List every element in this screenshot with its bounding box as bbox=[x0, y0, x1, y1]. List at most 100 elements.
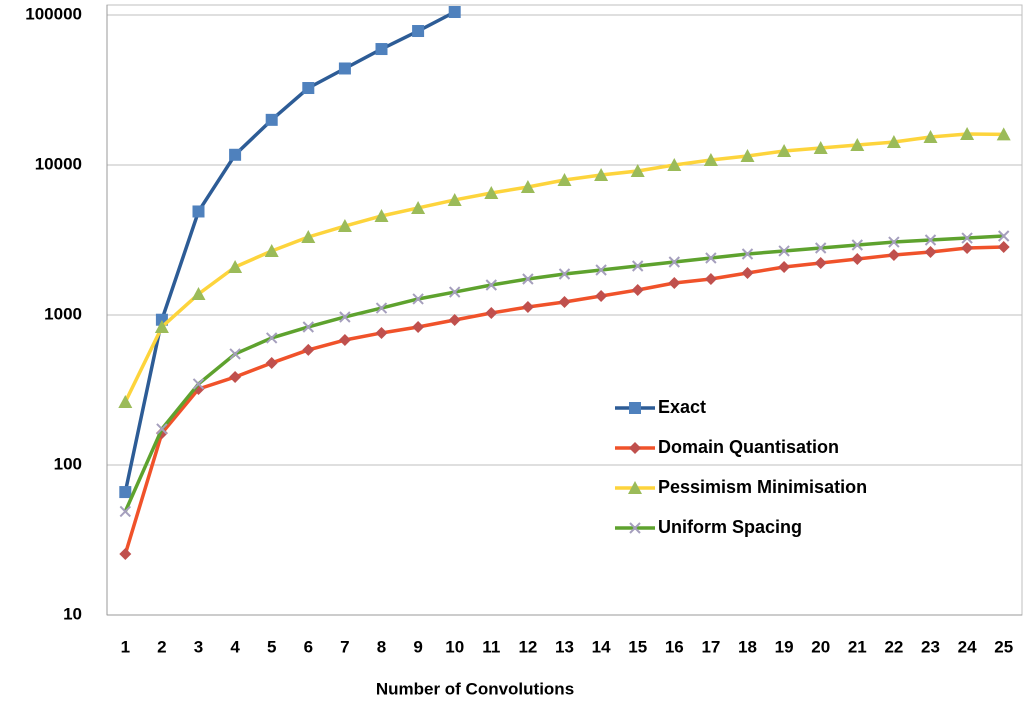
data-point bbox=[228, 260, 243, 274]
data-point bbox=[888, 236, 900, 248]
data-point bbox=[229, 148, 242, 161]
data-point bbox=[339, 311, 351, 323]
x-axis-title: Number of Convolutions bbox=[376, 679, 574, 698]
data-point bbox=[337, 219, 352, 233]
legend-label: Exact bbox=[658, 397, 706, 417]
data-point bbox=[778, 245, 790, 257]
x-tick-label: 22 bbox=[884, 637, 903, 656]
data-point bbox=[265, 356, 278, 369]
data-point bbox=[264, 243, 279, 257]
x-tick-label: 18 bbox=[738, 637, 757, 656]
x-tick-label: 19 bbox=[775, 637, 794, 656]
data-point bbox=[118, 395, 133, 409]
data-point bbox=[595, 289, 608, 302]
data-point bbox=[412, 293, 424, 305]
data-point bbox=[813, 141, 828, 155]
data-point bbox=[996, 127, 1011, 141]
data-point bbox=[850, 137, 865, 151]
y-tick-label: 10000 bbox=[35, 154, 82, 173]
x-tick-label: 16 bbox=[665, 637, 684, 656]
data-point bbox=[192, 378, 205, 390]
data-point bbox=[448, 314, 461, 327]
data-point bbox=[703, 152, 718, 166]
data-point bbox=[997, 241, 1010, 254]
data-point bbox=[301, 230, 316, 244]
data-point bbox=[960, 126, 975, 140]
series-line bbox=[123, 10, 456, 493]
data-point bbox=[374, 208, 389, 222]
data-point bbox=[923, 129, 938, 143]
y-tick-label: 1000 bbox=[44, 304, 82, 323]
data-point bbox=[630, 164, 645, 178]
series-line bbox=[123, 234, 1004, 513]
data-point bbox=[485, 307, 498, 320]
data-point bbox=[997, 230, 1010, 242]
legend-marker bbox=[629, 402, 641, 414]
x-tick-label: 13 bbox=[555, 637, 574, 656]
x-tick-label: 24 bbox=[958, 637, 977, 656]
data-point bbox=[484, 186, 499, 200]
data-point bbox=[302, 343, 315, 356]
data-point bbox=[557, 173, 572, 187]
data-point bbox=[558, 268, 571, 280]
data-point bbox=[485, 279, 498, 291]
data-point bbox=[851, 239, 864, 251]
x-tick-label: 14 bbox=[592, 637, 611, 656]
data-point bbox=[887, 248, 900, 261]
legend-label: Domain Quantisation bbox=[658, 437, 839, 457]
data-point bbox=[412, 25, 425, 38]
data-point bbox=[704, 272, 717, 285]
data-point bbox=[521, 301, 534, 314]
data-point bbox=[302, 321, 315, 333]
data-point bbox=[522, 273, 534, 285]
data-point bbox=[375, 302, 388, 314]
x-tick-label: 10 bbox=[445, 637, 464, 656]
data-point bbox=[814, 242, 827, 254]
legend-marker bbox=[629, 442, 641, 454]
legend-marker bbox=[628, 481, 642, 494]
data-point bbox=[668, 277, 681, 290]
x-tick-label: 17 bbox=[701, 637, 720, 656]
data-point bbox=[631, 260, 644, 272]
data-point bbox=[119, 505, 132, 518]
data-point bbox=[375, 326, 388, 339]
data-point bbox=[631, 283, 644, 296]
x-tick-label: 15 bbox=[628, 637, 647, 656]
data-point bbox=[338, 62, 351, 75]
data-point bbox=[594, 167, 609, 181]
x-tick-label: 9 bbox=[413, 637, 422, 656]
data-point bbox=[814, 256, 827, 269]
x-tick-label: 2 bbox=[157, 637, 166, 656]
plot-frame bbox=[106, 4, 1023, 616]
x-tick-label: 1 bbox=[121, 637, 130, 656]
x-tick-label: 25 bbox=[994, 637, 1013, 656]
data-point bbox=[448, 286, 461, 298]
data-point bbox=[961, 232, 973, 244]
data-point bbox=[447, 192, 462, 206]
data-point bbox=[229, 348, 241, 360]
x-tick-label: 3 bbox=[194, 637, 203, 656]
data-point bbox=[961, 241, 974, 254]
data-point bbox=[924, 234, 937, 246]
data-point bbox=[265, 332, 278, 344]
legend-label: Pessimism Minimisation bbox=[658, 477, 867, 497]
x-tick-label: 12 bbox=[518, 637, 537, 656]
x-tick-label: 6 bbox=[304, 637, 313, 656]
data-point bbox=[375, 43, 388, 56]
data-point bbox=[302, 82, 315, 95]
x-tick-label: 23 bbox=[921, 637, 940, 656]
data-point bbox=[595, 264, 607, 276]
data-point bbox=[778, 261, 791, 274]
data-point bbox=[667, 158, 682, 171]
data-point bbox=[156, 423, 168, 435]
legend-marker bbox=[629, 522, 641, 534]
data-point bbox=[229, 371, 242, 384]
data-point bbox=[191, 287, 206, 301]
data-point bbox=[411, 200, 426, 214]
data-point bbox=[154, 319, 169, 333]
y-tick-label: 100000 bbox=[25, 4, 82, 23]
data-point bbox=[740, 149, 755, 163]
data-point bbox=[668, 256, 681, 268]
data-point bbox=[520, 180, 535, 194]
